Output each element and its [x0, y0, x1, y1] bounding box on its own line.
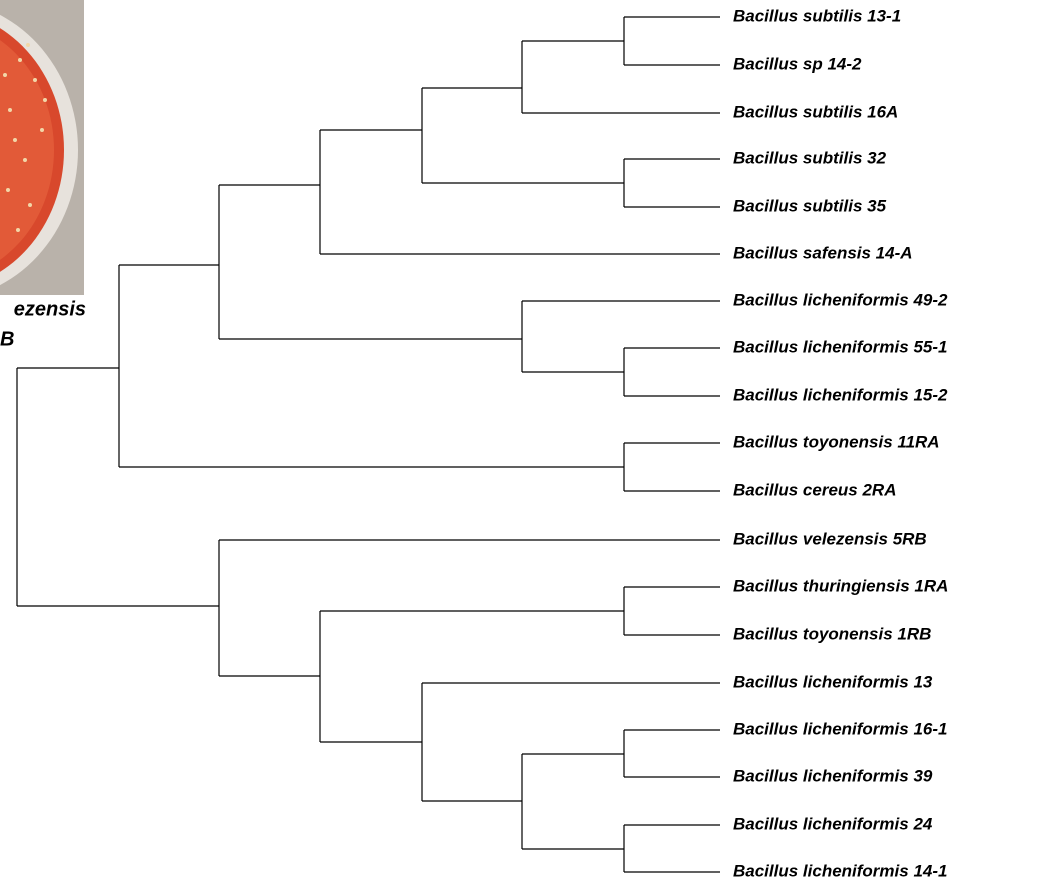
photo-caption: B — [0, 328, 14, 350]
leaf-label: Bacillus licheniformis 39 — [733, 766, 933, 785]
leaf-label: Bacillus licheniformis 15-2 — [733, 385, 948, 404]
leaf-label: Bacillus licheniformis 49-2 — [733, 290, 948, 309]
leaf-label: Bacillus cereus 2RA — [733, 480, 896, 499]
photo-caption: ezensis — [14, 298, 86, 320]
page: ezensis B Bacillus subtilis 13-1 Bacillus… — [0, 0, 1037, 882]
leaf-label: Bacillus subtilis 13-1 — [733, 6, 901, 25]
leaf-label: Bacillus licheniformis 55-1 — [733, 337, 947, 356]
dendrogram: ezensis B Bacillus subtilis 13-1 Bacillus… — [0, 0, 1037, 882]
leaf-label: Bacillus licheniformis 14-1 — [733, 861, 947, 880]
leaf-label: Bacillus thuringiensis 1RA — [733, 576, 948, 595]
leaf-label: Bacillus licheniformis 13 — [733, 672, 933, 691]
leaf-label: Bacillus subtilis 35 — [733, 196, 887, 215]
leaf-label: Bacillus subtilis 16A — [733, 102, 898, 121]
leaf-label: Bacillus licheniformis 16-1 — [733, 719, 947, 738]
photo — [0, 0, 84, 300]
leaf-label: Bacillus velezensis 5RB — [733, 529, 927, 548]
leaf-label: Bacillus toyonensis 11RA — [733, 432, 940, 451]
leaf-label: Bacillus subtilis 32 — [733, 148, 887, 167]
leaf-label: Bacillus sp 14-2 — [733, 54, 862, 73]
leaf-label: Bacillus safensis 14-A — [733, 243, 913, 262]
leaf-label: Bacillus licheniformis 24 — [733, 814, 933, 833]
tree-branches — [17, 17, 720, 872]
leaf-label: Bacillus toyonensis 1RB — [733, 624, 931, 643]
